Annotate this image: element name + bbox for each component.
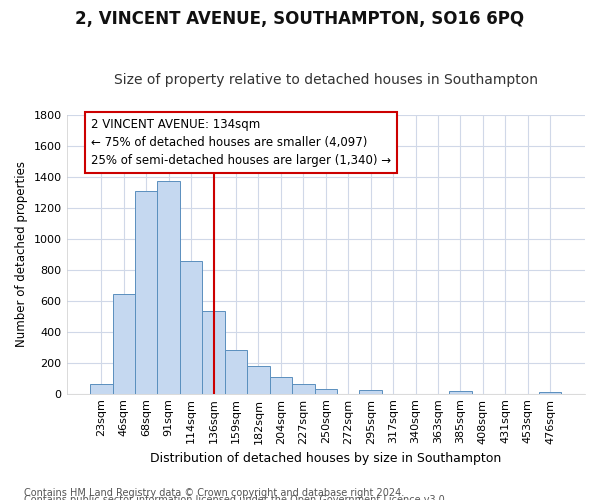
Bar bbox=[225, 350, 247, 394]
Y-axis label: Number of detached properties: Number of detached properties bbox=[15, 161, 28, 347]
Text: 2, VINCENT AVENUE, SOUTHAMPTON, SO16 6PQ: 2, VINCENT AVENUE, SOUTHAMPTON, SO16 6PQ bbox=[76, 10, 524, 28]
Bar bbox=[314, 389, 337, 394]
Text: 2 VINCENT AVENUE: 134sqm
← 75% of detached houses are smaller (4,097)
25% of sem: 2 VINCENT AVENUE: 134sqm ← 75% of detach… bbox=[91, 118, 391, 166]
Bar bbox=[135, 190, 157, 394]
Bar bbox=[202, 312, 225, 394]
Bar bbox=[292, 384, 314, 394]
Bar bbox=[359, 390, 382, 394]
Bar bbox=[113, 294, 135, 394]
Bar bbox=[539, 392, 562, 394]
Bar bbox=[449, 392, 472, 394]
Text: Contains public sector information licensed under the Open Government Licence v3: Contains public sector information licen… bbox=[24, 495, 448, 500]
Bar bbox=[90, 384, 113, 394]
Bar bbox=[247, 366, 269, 394]
Bar bbox=[269, 378, 292, 394]
Bar bbox=[180, 261, 202, 394]
Title: Size of property relative to detached houses in Southampton: Size of property relative to detached ho… bbox=[114, 73, 538, 87]
Text: Contains HM Land Registry data © Crown copyright and database right 2024.: Contains HM Land Registry data © Crown c… bbox=[24, 488, 404, 498]
Bar bbox=[157, 181, 180, 394]
X-axis label: Distribution of detached houses by size in Southampton: Distribution of detached houses by size … bbox=[150, 452, 502, 465]
